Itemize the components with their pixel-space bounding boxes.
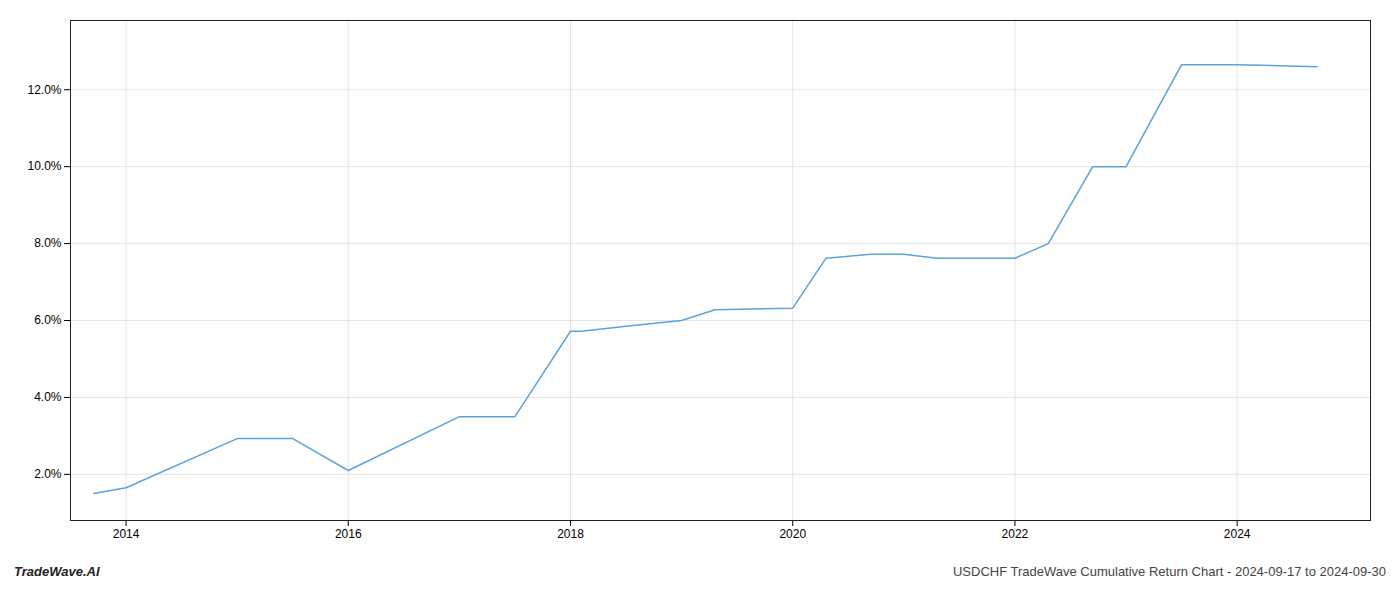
svg-text:2016: 2016 — [335, 527, 362, 541]
html-text:USDCHF TradeWave Cumulative Re: USDCHF TradeWave Cumulative Return Chart… — [952, 564, 1386, 579]
svg-text:8.0%: 8.0% — [34, 236, 62, 250]
svg-text:2018: 2018 — [557, 527, 584, 541]
svg-text:10.0%: 10.0% — [27, 159, 61, 173]
svg-text:2020: 2020 — [779, 527, 806, 541]
svg-text:4.0%: 4.0% — [34, 390, 62, 404]
svg-text:12.0%: 12.0% — [27, 83, 61, 97]
svg-text:6.0%: 6.0% — [34, 313, 62, 327]
svg-text:2014: 2014 — [113, 527, 140, 541]
svg-text:2.0%: 2.0% — [34, 467, 62, 481]
html-text:TradeWave.AI: TradeWave.AI — [14, 564, 100, 579]
svg-text:2024: 2024 — [1224, 527, 1251, 541]
svg-text:2022: 2022 — [1002, 527, 1029, 541]
